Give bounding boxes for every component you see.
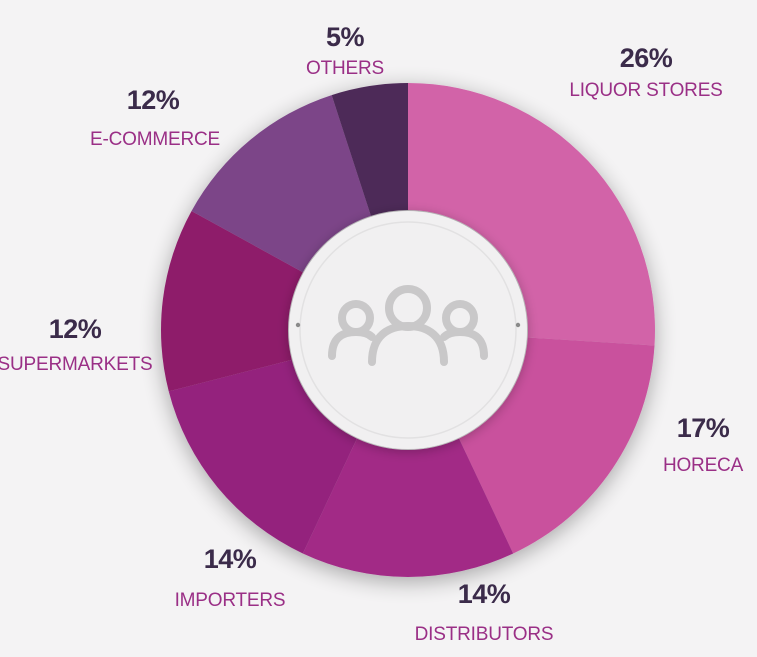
category-label-importers: IMPORTERS — [175, 590, 286, 611]
slice-supermarkets — [161, 211, 303, 392]
slice-e-commerce — [191, 95, 371, 273]
value-label-importers: 14% — [204, 544, 257, 574]
value-label-distributors: 14% — [458, 579, 511, 609]
category-label-others: OTHERS — [306, 58, 384, 79]
value-label-horeca: 17% — [677, 413, 730, 443]
center-layer — [289, 211, 527, 449]
center-inner-ring — [299, 221, 517, 439]
category-label-horeca: HORECA — [663, 455, 744, 476]
value-label-liquor-stores: 26% — [620, 43, 673, 73]
ring-dot — [295, 322, 301, 328]
slice-horeca — [459, 337, 655, 554]
slice-liquor-stores — [408, 83, 655, 346]
value-label-e-commerce: 12% — [127, 85, 180, 115]
slice-distributors — [302, 438, 514, 577]
category-label-supermarkets: SUPERMARKETS — [0, 354, 152, 375]
category-label-e-commerce: E-COMMERCE — [90, 129, 220, 150]
slice-importers — [168, 359, 357, 554]
category-label-liquor-stores: LIQUOR STORES — [569, 80, 722, 101]
slices-layer — [161, 83, 655, 577]
value-label-others: 5% — [326, 22, 365, 52]
slice-others — [331, 83, 408, 216]
ring-dot — [515, 322, 521, 328]
labels-layer: 26% LIQUOR STORES 17% HORECA 14% DISTRIBUTORS… — [0, 22, 744, 645]
category-label-distributors: DISTRIBUTORS — [415, 624, 554, 645]
value-label-supermarkets: 12% — [49, 314, 102, 344]
people-group-icon — [328, 285, 488, 366]
